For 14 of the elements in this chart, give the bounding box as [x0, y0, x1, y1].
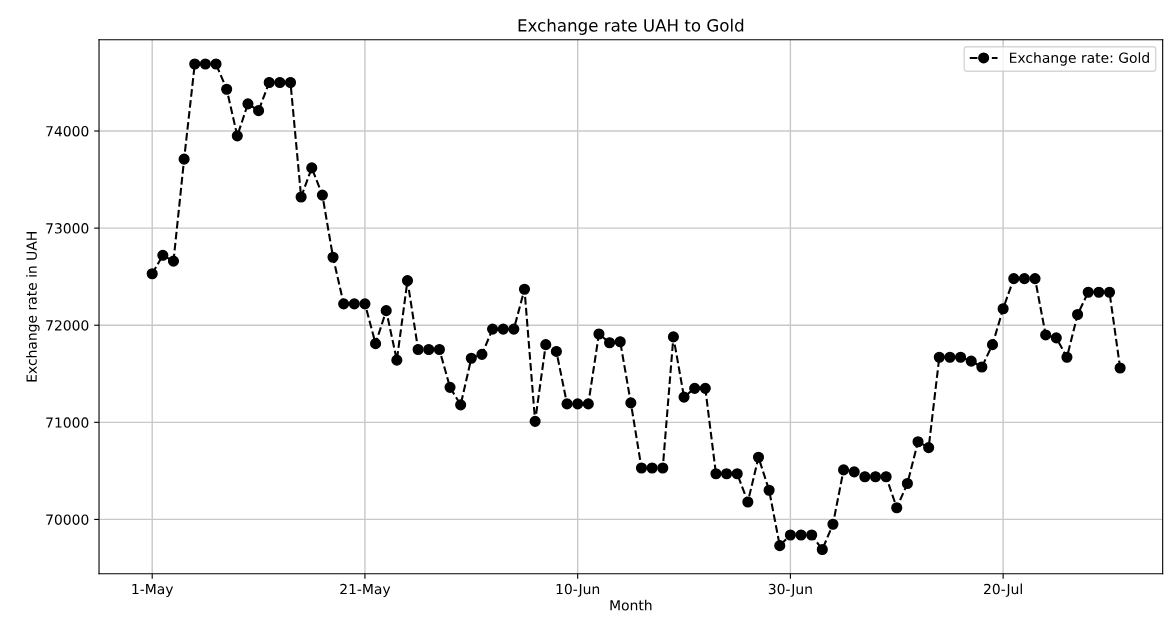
x-tick-label: 1-May — [132, 583, 174, 597]
y-tick-label: 70000 — [46, 514, 89, 525]
x-tick-label: 10-Jun — [556, 583, 600, 597]
y-tick-label: 72000 — [46, 320, 89, 331]
legend-label: Exchange rate: Gold — [1010, 52, 1149, 66]
y-tick-label: 71000 — [46, 417, 89, 428]
x-tick-label: 20-Jul — [984, 583, 1022, 597]
x-tick-label: 21-May — [340, 583, 391, 597]
y-axis-title: Exchange rate in UAH — [26, 232, 40, 382]
x-tick-label: 30-Jun — [768, 583, 812, 597]
chart-title: Exchange rate UAH to Gold — [518, 18, 744, 35]
y-tick-label: 74000 — [46, 125, 89, 137]
x-axis-title: Month — [610, 599, 652, 611]
y-tick-label: 73000 — [46, 223, 89, 234]
